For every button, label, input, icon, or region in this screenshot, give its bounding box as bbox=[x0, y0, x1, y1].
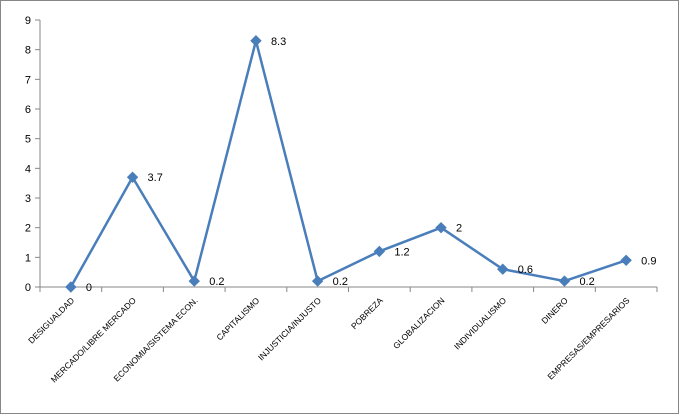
data-point-marker bbox=[65, 281, 77, 293]
y-tick-label: 2 bbox=[25, 223, 31, 235]
y-tick-label: 3 bbox=[25, 193, 31, 205]
data-point-marker bbox=[497, 263, 509, 275]
y-tick-label: 7 bbox=[25, 74, 31, 86]
data-label: 0.2 bbox=[333, 276, 348, 288]
data-point-marker bbox=[311, 275, 324, 287]
data-label: 0.9 bbox=[641, 255, 656, 267]
y-tick-label: 8 bbox=[25, 45, 31, 57]
y-tick-label: 6 bbox=[25, 104, 31, 116]
data-label: 0.2 bbox=[579, 276, 594, 288]
data-point-marker bbox=[188, 275, 200, 287]
data-point-marker bbox=[620, 254, 632, 267]
data-label: 0 bbox=[86, 282, 92, 294]
data-label: 0.2 bbox=[209, 276, 224, 288]
data-point-marker bbox=[435, 221, 447, 234]
y-tick-label: 9 bbox=[25, 15, 31, 27]
y-tick-label: 1 bbox=[25, 252, 31, 264]
y-tick-label: 5 bbox=[25, 134, 31, 146]
data-label: 2 bbox=[456, 223, 462, 235]
data-label: 8.3 bbox=[271, 36, 286, 48]
data-point-marker bbox=[558, 275, 571, 287]
data-label: 1.2 bbox=[394, 246, 409, 258]
axes bbox=[35, 19, 658, 292]
data-label: 3.7 bbox=[148, 172, 163, 184]
data-labels: 0 3.7 0.2 8.3 0.2 1.2 2 0.6 0.2 0.9 bbox=[86, 36, 657, 294]
y-axis-tick-labels: 0 1 2 3 4 5 6 7 8 9 bbox=[25, 15, 31, 294]
data-point-marker bbox=[373, 245, 386, 258]
data-label: 0.6 bbox=[518, 264, 533, 276]
data-point-marker bbox=[250, 35, 262, 47]
data-point-marker bbox=[126, 171, 139, 183]
series-layer bbox=[65, 35, 632, 293]
y-tick-label: 0 bbox=[25, 282, 31, 294]
series-line bbox=[69, 39, 627, 288]
y-tick-label: 4 bbox=[25, 163, 31, 175]
